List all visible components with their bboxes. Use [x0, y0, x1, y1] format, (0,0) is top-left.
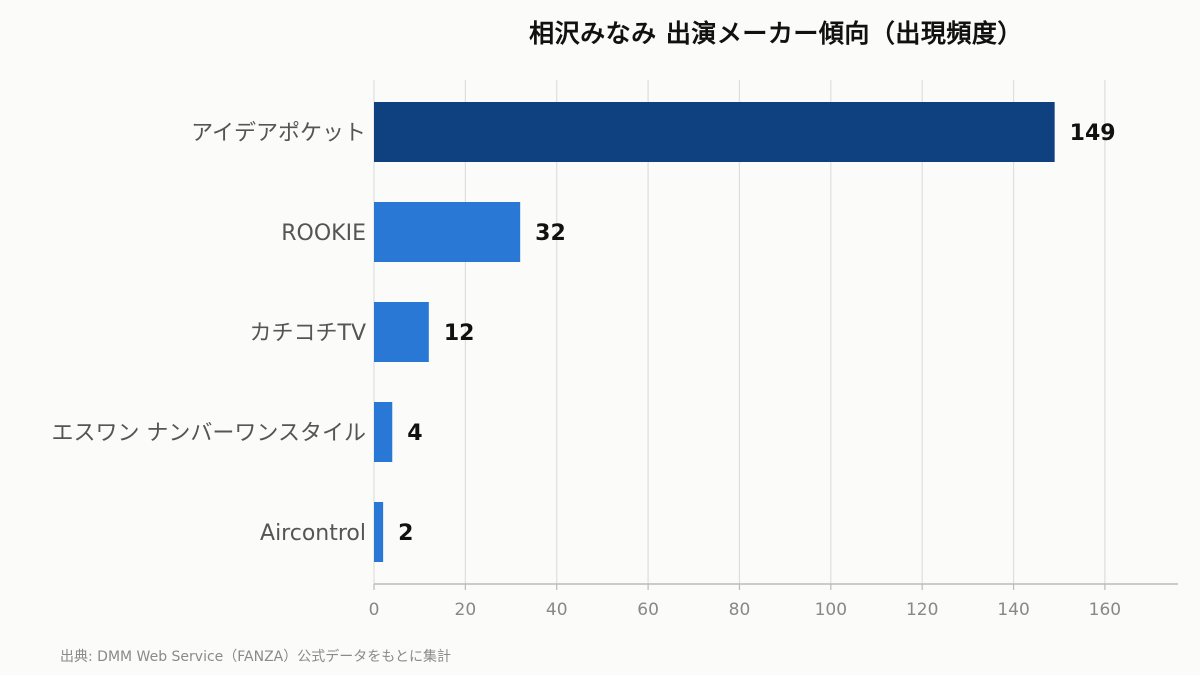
- bar: [374, 102, 1055, 162]
- bars: [374, 102, 1055, 562]
- bar: [374, 502, 384, 562]
- grid-lines: [373, 80, 1106, 584]
- x-axis: 0 20 40 60 80 100 120 140 160: [369, 583, 1178, 620]
- bar-chart: 0 20 40 60 80 100 120 140 160 アイデアポケット 149 ROOKIE 3…: [51, 80, 1178, 620]
- x-tick-label: 140: [997, 600, 1029, 620]
- value-label: 32: [535, 221, 566, 246]
- chart-title: 相沢みなみ 出演メーカー傾向（出現頻度）: [529, 19, 1023, 48]
- labels: アイデアポケット 149 ROOKIE 32 カチコチTV 12 エスワン ナンバーワンスタ…: [51, 121, 1115, 546]
- category-label: ROOKIE: [281, 221, 366, 246]
- x-tick-label: 160: [1089, 600, 1121, 620]
- category-label: アイデアポケット: [191, 121, 366, 146]
- category-label: Aircontrol: [260, 521, 366, 546]
- bar: [374, 302, 429, 362]
- bar: [374, 402, 393, 462]
- source-note: 出典: DMM Web Service（FANZA）公式データをもとに集計: [60, 649, 451, 665]
- bar: [374, 202, 521, 262]
- x-tick-label: 120: [906, 600, 938, 620]
- x-tick-label: 0: [369, 600, 380, 620]
- x-tick-label: 40: [546, 600, 568, 620]
- category-label: カチコチTV: [250, 321, 367, 346]
- value-label: 149: [1070, 121, 1116, 146]
- value-label: 12: [444, 321, 475, 346]
- category-label: エスワン ナンバーワンスタイル: [51, 421, 366, 446]
- value-label: 2: [398, 521, 413, 546]
- value-label: 4: [407, 421, 422, 446]
- x-tick-label: 20: [455, 600, 477, 620]
- x-tick-label: 100: [815, 600, 847, 620]
- x-tick-label: 80: [729, 600, 751, 620]
- x-tick-label: 60: [637, 600, 659, 620]
